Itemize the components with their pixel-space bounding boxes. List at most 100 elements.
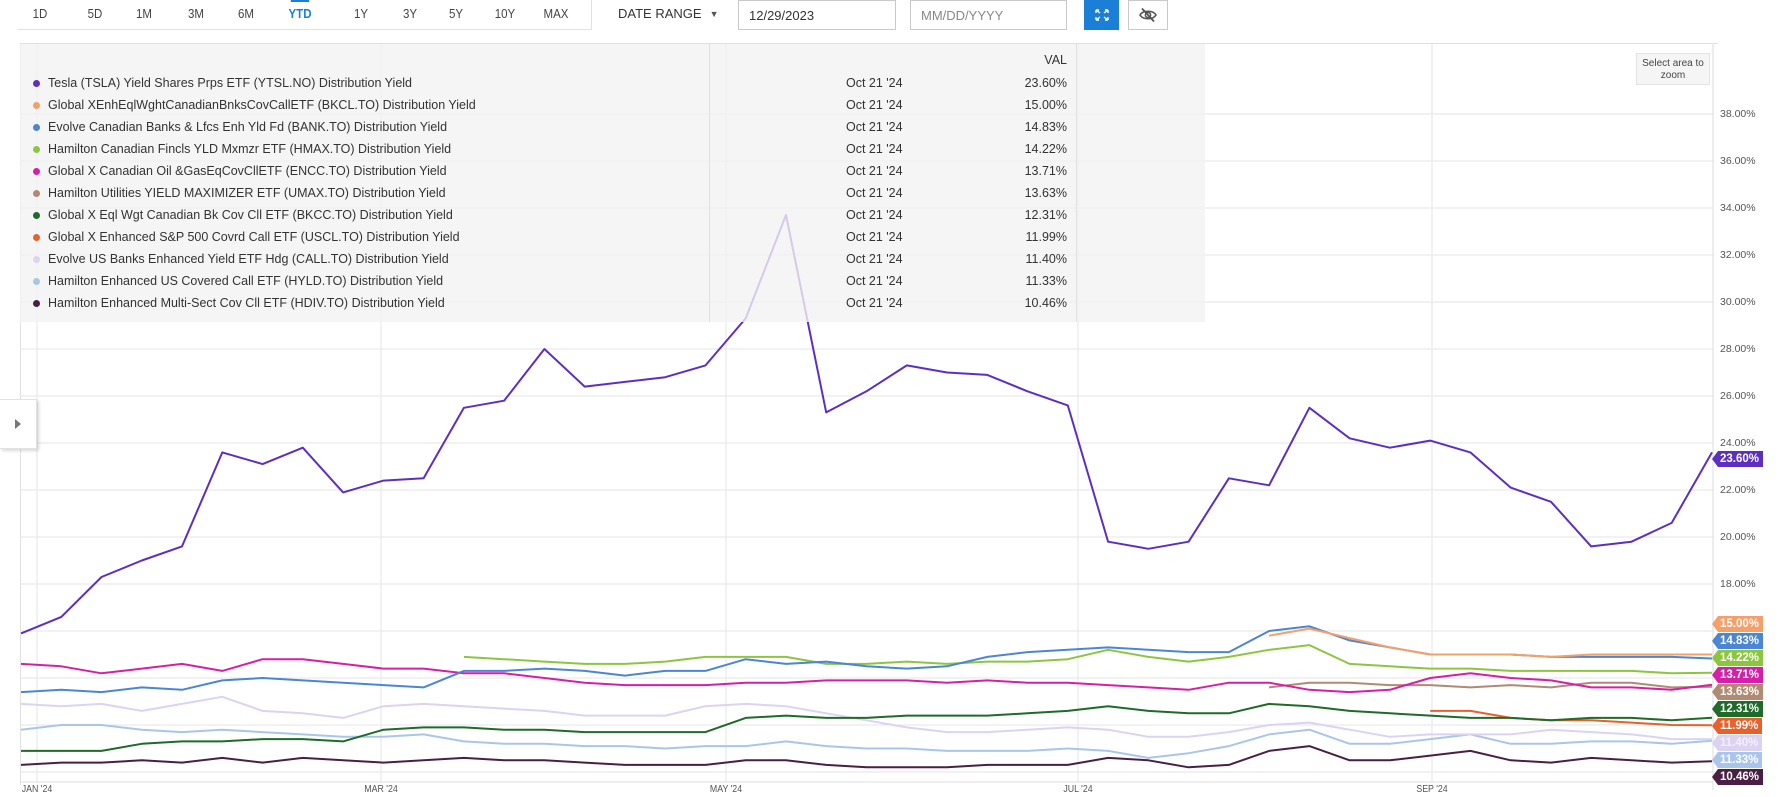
legend-row[interactable]: Global X Canadian Oil &GasEqCovCllETF (E… [20,160,1090,182]
range-10y-button[interactable]: 10Y [488,0,521,29]
series-color-dot [33,145,40,153]
series-date: Oct 21 '24 [846,274,903,288]
series-line-hmax-to[interactable] [463,644,1713,675]
range-ytd-button[interactable]: YTD [283,0,316,29]
x-axis-tick-label: JUL '24 [1063,784,1093,795]
series-value: 15.00% [1024,98,1067,112]
range-3m-button[interactable]: 3M [179,0,212,29]
legend-row[interactable]: Global X Enhanced S&P 500 Covrd Call ETF… [20,226,1090,248]
series-color-dot [33,101,40,109]
series-name: Global X Enhanced S&P 500 Covrd Call ETF… [48,230,460,244]
y-axis-tick-label: 36.00% [1720,155,1756,167]
series-name: Tesla (TSLA) Yield Shares Prps ETF (YTSL… [48,76,413,90]
expand-sidebar-toggle[interactable] [0,399,37,449]
legend-row[interactable]: Hamilton Canadian Fincls YLD Mxmzr ETF (… [20,138,1090,160]
range-5d-button[interactable]: 5D [78,0,111,29]
legend-row[interactable]: Global X Eql Wgt Canadian Bk Cov Cll ETF… [20,204,1090,226]
series-value: 11.33% [1025,274,1067,288]
legend-row[interactable]: Evolve Canadian Banks & Lfcs Enh Yld Fd … [20,116,1090,138]
series-color-dot [33,167,40,175]
legend-header: VAL [20,44,1205,72]
series-line-call-to[interactable] [20,695,1712,741]
x-axis-tick-label: MAY '24 [709,784,743,795]
series-line-bkcc-to[interactable] [21,702,1713,752]
series-line-bkcl-to[interactable] [1268,627,1712,658]
y-axis-tick-label: 28.00% [1720,343,1756,355]
series-value: 12.31% [1024,208,1067,222]
last-value-badge: 13.63% [1712,684,1764,700]
series-date: Oct 21 '24 [846,142,903,156]
series-value: 13.71% [1024,164,1067,178]
date-range-dropdown[interactable]: DATE RANGE ▼ [618,6,718,21]
legend-row[interactable]: Hamilton Enhanced Multi-Sect Cov Cll ETF… [20,292,1090,314]
legend-row[interactable]: Hamilton Utilities YIELD MAXIMIZER ETF (… [20,182,1090,204]
y-axis-tick-label: 18.00% [1720,578,1756,590]
time-range-selector: 1D 5D 1M 3M 6M YTD 1Y 3Y 5Y 10Y MAX [18,0,592,30]
series-value: 13.63% [1024,186,1067,200]
series-date: Oct 21 '24 [846,120,903,134]
legend-row[interactable]: Evolve US Banks Enhanced Yield ETF Hdg (… [20,248,1090,270]
series-line-hyld-to[interactable] [20,724,1713,759]
series-name: Evolve Canadian Banks & Lfcs Enh Yld Fd … [48,120,448,134]
series-color-dot [33,123,40,131]
hide-legend-button[interactable] [1128,0,1168,30]
series-date: Oct 21 '24 [846,296,903,310]
series-name: Evolve US Banks Enhanced Yield ETF Hdg (… [48,252,449,266]
series-date: Oct 21 '24 [846,98,903,112]
series-value: 14.22% [1024,142,1067,156]
series-line-umax-to[interactable] [1268,681,1713,689]
last-value-badge: 11.33% [1712,752,1763,768]
series-name: Global X Canadian Oil &GasEqCovCllETF (E… [48,164,447,178]
legend-divider [1076,44,1077,322]
end-date-input[interactable] [910,0,1067,30]
range-1d-button[interactable]: 1D [23,0,56,29]
y-axis-tick-label: 38.00% [1720,108,1756,120]
series-name: Hamilton Utilities YIELD MAXIMIZER ETF (… [48,186,446,200]
range-3y-button[interactable]: 3Y [393,0,426,29]
last-value-badge: 12.31% [1712,701,1764,717]
series-color-dot [33,277,40,285]
start-date-input[interactable] [738,0,896,30]
value-column-header: VAL [1044,53,1067,67]
series-value: 14.83% [1024,120,1067,134]
last-value-badge: 14.83% [1712,633,1764,649]
series-color-dot [33,299,40,307]
range-5y-button[interactable]: 5Y [439,0,472,29]
series-line-ytsl-no[interactable] [20,214,1713,635]
series-line-hdiv-to[interactable] [20,745,1713,769]
expand-arrows-icon [1094,9,1109,21]
series-date: Oct 21 '24 [846,208,903,222]
range-6m-button[interactable]: 6M [229,0,262,29]
y-axis-tick-label: 26.00% [1720,390,1756,402]
legend-divider [709,44,710,322]
legend-row[interactable]: Tesla (TSLA) Yield Shares Prps ETF (YTSL… [20,72,1090,94]
range-1y-button[interactable]: 1Y [344,0,377,29]
series-color-dot [33,189,40,197]
legend-row[interactable]: Hamilton Enhanced US Covered Call ETF (H… [20,270,1090,292]
series-value: 10.46% [1024,296,1067,310]
series-name: Hamilton Enhanced US Covered Call ETF (H… [48,274,444,288]
legend-row[interactable]: Global XEnhEqlWghtCanadianBnksCovCallETF… [20,94,1090,116]
range-1m-button[interactable]: 1M [127,0,160,29]
last-value-badge: 11.99% [1712,718,1763,734]
series-date: Oct 21 '24 [846,76,903,90]
series-date: Oct 21 '24 [846,164,903,178]
y-axis-tick-label: 22.00% [1720,484,1756,496]
y-axis-tick-label: 24.00% [1720,437,1756,449]
series-color-dot [33,79,40,87]
fullscreen-button[interactable] [1084,0,1119,30]
y-axis-tick-label: 34.00% [1720,202,1756,214]
series-color-dot [33,233,40,241]
series-name: Hamilton Enhanced Multi-Sect Cov Cll ETF… [48,296,445,310]
series-color-dot [33,255,40,263]
series-line-uscl-to[interactable] [1430,709,1713,727]
range-max-button[interactable]: MAX [539,0,572,29]
series-name: Global XEnhEqlWghtCanadianBnksCovCallETF… [48,98,476,112]
caret-down-icon: ▼ [709,8,719,19]
series-value: 23.60% [1024,76,1067,90]
series-line-encc-to[interactable] [20,658,1713,694]
last-value-badge: 23.60% [1712,451,1764,467]
series-date: Oct 21 '24 [846,230,903,244]
caret-right-icon [15,419,21,429]
x-axis-tick-label: SEP '24 [1416,784,1448,795]
